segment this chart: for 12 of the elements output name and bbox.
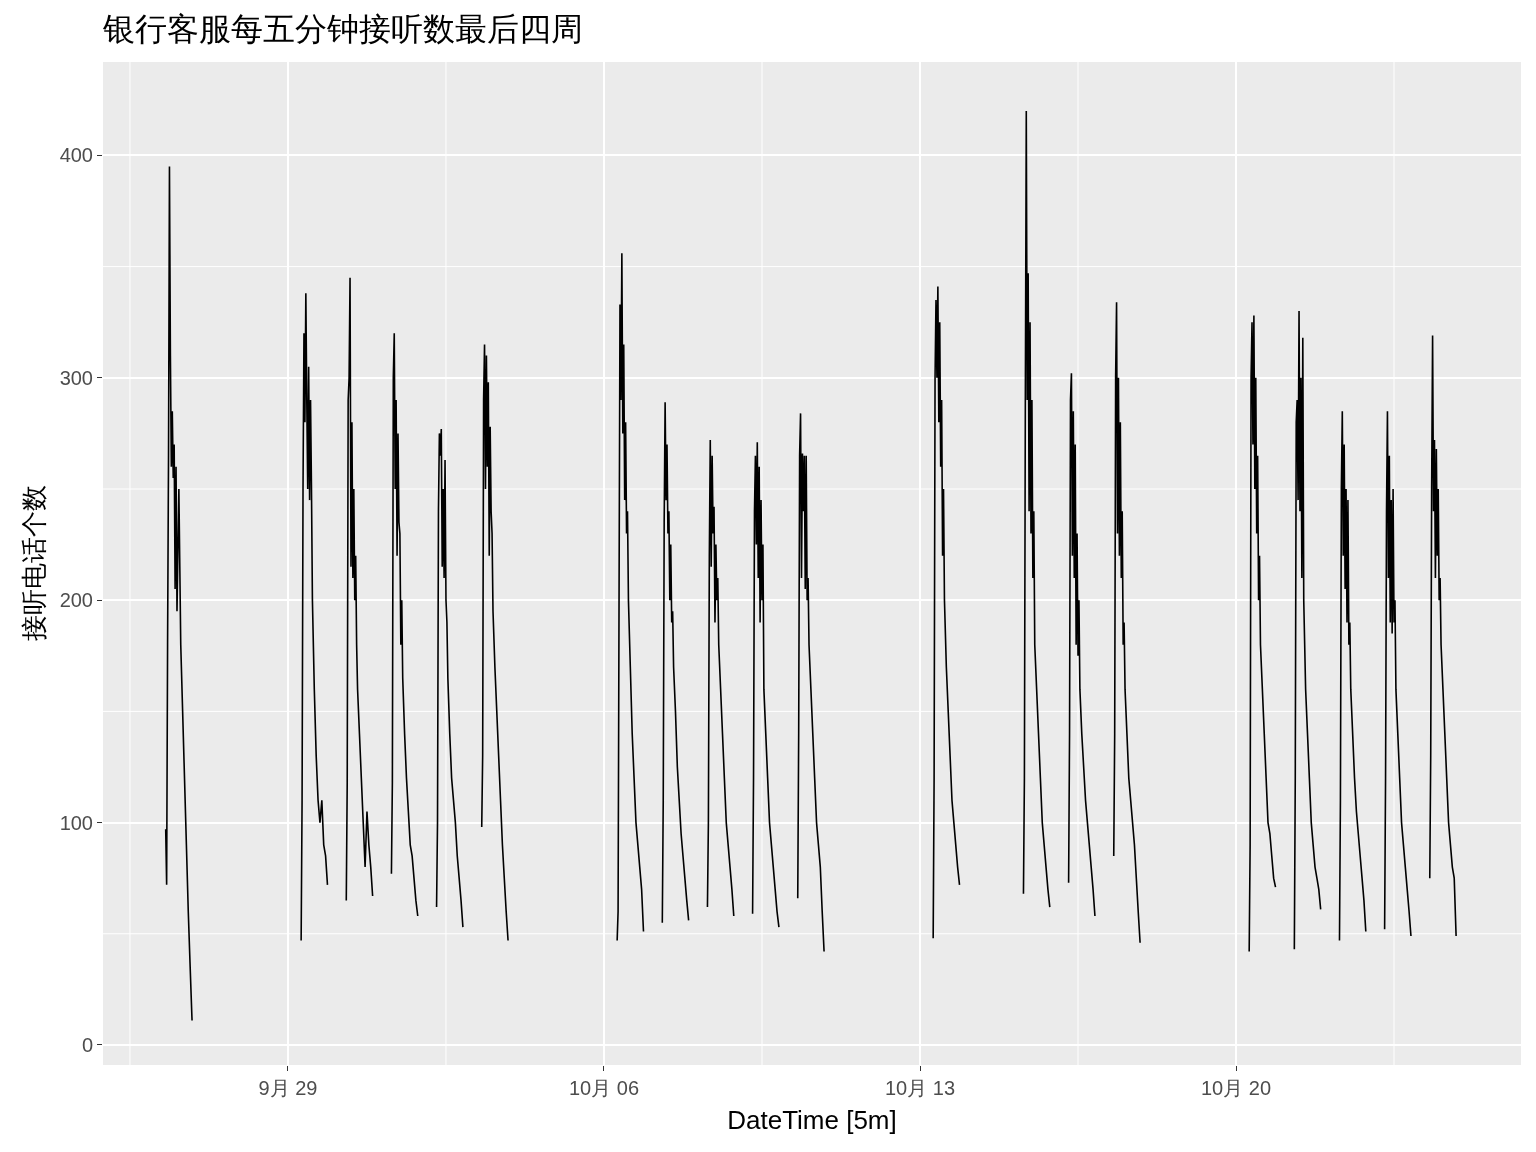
y-tick-label: 200 bbox=[59, 589, 93, 612]
y-tick-label: 400 bbox=[59, 144, 93, 167]
x-tick-label: 10月 13 bbox=[884, 1077, 956, 1099]
x-tick-label: 10月 20 bbox=[1200, 1077, 1272, 1099]
y-tick-label: 100 bbox=[59, 811, 93, 834]
x-tick-label: 9月 29 bbox=[258, 1077, 318, 1099]
y-tick-label: 0 bbox=[81, 1033, 93, 1056]
chart-title: 银行客服每五分钟接听数最后四周 bbox=[102, 10, 583, 48]
y-tick-label: 300 bbox=[59, 366, 93, 389]
x-tick-label: 10月 06 bbox=[568, 1077, 640, 1099]
x-axis-title: DateTime [5m] bbox=[727, 1104, 897, 1135]
y-axis-title: 接听电话个数 bbox=[19, 485, 50, 642]
